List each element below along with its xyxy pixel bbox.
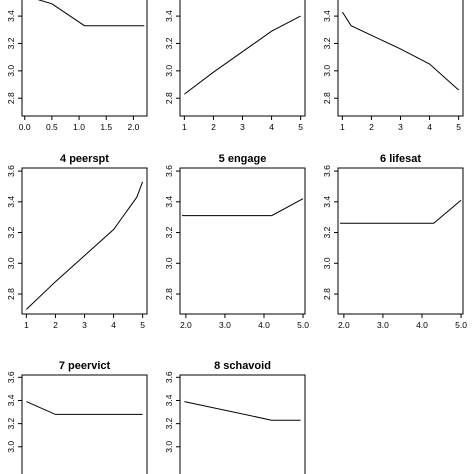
x-tick-label: 4.0 [416, 320, 428, 330]
plot-frame [337, 167, 464, 315]
panel-title: 4 peerspt [60, 153, 109, 165]
series-line [37, 0, 145, 27]
series-line [341, 11, 459, 91]
x-tick-label: 2 [53, 320, 58, 330]
y-tick-label: 3.2 [322, 226, 332, 238]
x-tick-label: 4.0 [258, 320, 270, 330]
x-tick-label: 3 [82, 320, 87, 330]
x-tick-label: 0.5 [46, 122, 58, 132]
plot-frame [21, 374, 148, 474]
x-tick-label: 0.0 [19, 122, 31, 132]
y-tick-label: 3.4 [322, 196, 332, 208]
panel-2: 2.8 3.0 3.2 3.4 1 2 3 4 5 [164, 0, 306, 132]
x-tick-label: 1 [24, 320, 29, 330]
panel-5: 5 engage 2.8 3.0 3.2 3.4 3.6 2.0 3.0 4.0 5.0 [164, 153, 309, 330]
panel-3: 2.8 3.0 3.2 3.4 1 2 3 4 5 [322, 0, 464, 132]
panel-1: 2.8 3.0 3.2 3.4 0.0 0.5 1.0 1.5 2.0 [6, 0, 148, 132]
x-tick-label: 2 [211, 122, 216, 132]
y-tick-label: 3.0 [6, 65, 16, 77]
x-tick-label: 4 [269, 122, 274, 132]
y-tick-label: 3.2 [164, 37, 174, 49]
y-tick-label: 3.0 [6, 441, 16, 453]
panel-title: 5 engage [219, 153, 267, 165]
y-tick-label: 3.2 [164, 417, 174, 429]
panel-6: 6 lifesat 2.8 3.0 3.2 3.4 3.6 2.0 3.0 4.0 5.0 [322, 153, 467, 330]
panel-title: 8 schavoid [214, 360, 271, 372]
x-tick-label: 1 [182, 122, 187, 132]
y-tick-label: 3.6 [164, 165, 174, 177]
y-tick-label: 3.0 [164, 257, 174, 269]
series-line [340, 199, 462, 224]
plot-frame [21, 167, 148, 315]
x-tick-label: 5 [298, 122, 303, 132]
y-tick-label: 2.8 [164, 92, 174, 104]
x-tick-label: 3 [240, 122, 245, 132]
panel-8: 8 schavoid 3.0 3.2 3.4 3.6 [164, 360, 306, 474]
panel-7: 7 peervict 3.0 3.2 3.4 3.6 [6, 360, 148, 474]
series-line [182, 198, 304, 217]
plot-frame [21, 0, 148, 117]
y-tick-label: 3.4 [164, 196, 174, 208]
x-tick-label: 3 [398, 122, 403, 132]
y-tick-label: 2.8 [164, 288, 174, 300]
plot-frame [179, 167, 306, 315]
x-tick-label: 5.0 [455, 320, 467, 330]
y-tick-label: 3.2 [164, 226, 174, 238]
y-tick-label: 3.6 [164, 371, 174, 383]
y-tick-label: 2.8 [6, 92, 16, 104]
y-tick-label: 3.4 [322, 10, 332, 22]
x-tick-label: 4 [427, 122, 432, 132]
x-tick-label: 1 [340, 122, 345, 132]
y-tick-label: 2.8 [322, 92, 332, 104]
x-tick-label: 2 [369, 122, 374, 132]
y-tick-label: 3.0 [6, 257, 16, 269]
x-tick-label: 5 [456, 122, 461, 132]
plot-frame [337, 0, 464, 117]
x-tick-label: 5 [140, 320, 145, 330]
series-line [184, 15, 301, 95]
x-tick-label: 5.0 [297, 320, 309, 330]
series-line [26, 401, 143, 415]
series-line [184, 401, 301, 421]
y-tick-label: 3.4 [6, 196, 16, 208]
panel-4: 4 peerspt 2.8 3.0 3.2 3.4 3.6 1 2 3 4 5 [6, 153, 148, 330]
y-tick-label: 3.2 [322, 37, 332, 49]
panel-title: 7 peervict [59, 360, 111, 372]
x-tick-label: 2.0 [338, 320, 350, 330]
x-tick-label: 1.5 [100, 122, 112, 132]
x-tick-label: 4 [111, 320, 116, 330]
x-tick-label: 2.0 [127, 122, 139, 132]
y-tick-label: 3.0 [164, 441, 174, 453]
y-tick-label: 3.6 [6, 371, 16, 383]
y-tick-label: 3.2 [6, 37, 16, 49]
plot-frame [179, 374, 306, 474]
y-tick-label: 3.2 [6, 417, 16, 429]
y-tick-label: 3.4 [164, 10, 174, 22]
y-tick-label: 3.0 [322, 257, 332, 269]
y-tick-label: 2.8 [322, 288, 332, 300]
y-tick-label: 2.8 [6, 288, 16, 300]
y-tick-label: 3.4 [6, 394, 16, 406]
y-tick-label: 3.0 [164, 65, 174, 77]
y-tick-label: 3.4 [164, 394, 174, 406]
x-tick-label: 3.0 [377, 320, 389, 330]
panel-title: 6 lifesat [380, 153, 421, 165]
plot-frame [179, 0, 306, 117]
x-tick-label: 3.0 [219, 320, 231, 330]
series-line [26, 181, 144, 310]
y-tick-label: 3.0 [322, 65, 332, 77]
y-tick-label: 3.6 [6, 165, 16, 177]
y-tick-label: 3.6 [322, 165, 332, 177]
x-tick-label: 2.0 [180, 320, 192, 330]
y-tick-label: 3.4 [6, 10, 16, 22]
x-tick-label: 1.0 [73, 122, 85, 132]
y-tick-label: 3.2 [6, 226, 16, 238]
